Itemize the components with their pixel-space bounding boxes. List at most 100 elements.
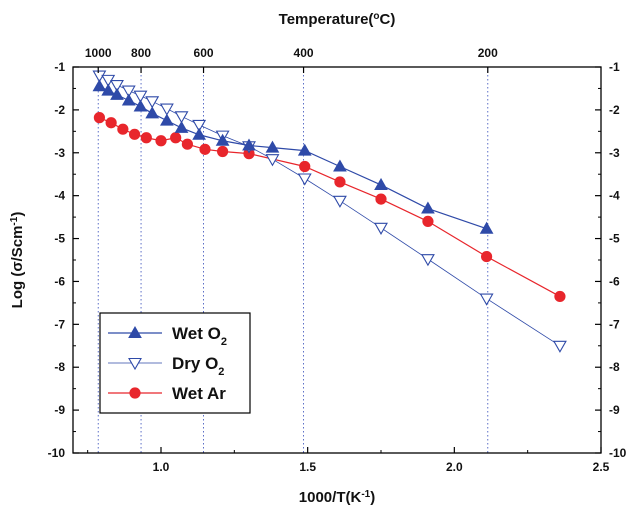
data-point xyxy=(422,215,434,227)
data-point xyxy=(215,133,230,146)
data-point xyxy=(128,357,142,371)
data-point xyxy=(552,340,567,353)
y-tick-label: -8 xyxy=(54,360,65,374)
series-1 xyxy=(92,70,567,353)
data-point xyxy=(110,79,124,93)
y-tick-label: -3 xyxy=(54,146,65,160)
data-point xyxy=(242,138,256,151)
legend-label: Dry O2 xyxy=(172,354,224,378)
y-tick-label: -4 xyxy=(54,189,65,203)
data-point xyxy=(479,293,494,306)
y-tick-label-right: -2 xyxy=(609,103,620,117)
data-point xyxy=(159,103,174,116)
data-point xyxy=(129,387,141,399)
data-point xyxy=(265,140,280,153)
data-point xyxy=(334,176,346,188)
data-point xyxy=(170,132,182,144)
y-tick-label-right: -1 xyxy=(609,60,620,74)
x-tick-label: 1.0 xyxy=(153,460,170,474)
data-point xyxy=(299,160,311,173)
y-tick-label-right: -6 xyxy=(609,274,620,288)
data-point xyxy=(181,138,193,150)
y-tick-label: -6 xyxy=(54,274,65,288)
data-point xyxy=(265,154,280,167)
x-tick-label: 1.5 xyxy=(299,460,316,474)
data-point xyxy=(421,201,435,214)
data-point xyxy=(93,112,106,124)
data-point xyxy=(160,113,174,126)
data-point xyxy=(199,143,211,155)
series-2 xyxy=(93,112,566,303)
series-0 xyxy=(92,79,494,234)
data-point xyxy=(375,193,387,205)
data-point xyxy=(481,250,493,263)
y-tick-label-right: -9 xyxy=(609,403,620,417)
data-point xyxy=(192,127,206,140)
data-point xyxy=(332,195,347,208)
y-tick-label-right: -3 xyxy=(609,146,620,160)
top-tick-label: 200 xyxy=(478,46,498,60)
top-tick-label: 1000 xyxy=(85,46,112,60)
data-point xyxy=(479,221,494,234)
series-line xyxy=(99,75,561,347)
y-axis-title: Log (σ/Scm-1) xyxy=(9,212,27,309)
data-point xyxy=(110,87,124,100)
y-tick-label-right: -4 xyxy=(609,189,620,203)
legend-label-subscript: 2 xyxy=(218,366,224,378)
x-tick-label: 2.5 xyxy=(593,460,610,474)
data-point xyxy=(374,222,388,235)
top-axis-title: Temperature(oC) xyxy=(279,11,396,29)
legend-label: Wet Ar xyxy=(172,384,226,403)
data-point xyxy=(129,128,141,140)
data-point xyxy=(133,90,148,103)
data-point xyxy=(174,111,189,124)
data-point xyxy=(140,132,152,144)
data-point xyxy=(192,119,207,133)
data-point xyxy=(174,120,189,133)
y-tick-label: -1 xyxy=(54,60,65,74)
x-axis-title: 1000/T(K-1) xyxy=(299,489,375,507)
legend-entry-1: Dry O2 xyxy=(108,354,224,378)
y-tick-label: -7 xyxy=(54,317,65,331)
y-tick-label-right: -5 xyxy=(609,232,620,246)
tick-group: -1 -1 -2 -2 -3 -3 -4 -4 -5 -5 -6 -6 -7 -7 -8 -8 -9 -9 -10 -… xyxy=(48,46,627,474)
data-point xyxy=(92,79,107,92)
legend-label-text: Wet O xyxy=(172,324,221,343)
data-point xyxy=(145,96,160,109)
top-tick-label: 400 xyxy=(294,46,314,60)
y-tick-label-right: -10 xyxy=(609,446,627,460)
legend-entry-0: Wet O2 xyxy=(108,324,227,348)
y-tick-label: -10 xyxy=(48,446,66,460)
data-point xyxy=(105,117,117,129)
top-tick-label: 800 xyxy=(131,46,151,60)
legend-label: Wet O2 xyxy=(172,324,227,348)
data-point xyxy=(217,145,229,158)
legend-label-text: Dry O xyxy=(172,354,218,373)
data-point xyxy=(121,93,136,106)
y-tick-label: -9 xyxy=(54,403,65,417)
data-point xyxy=(420,254,435,267)
y-tick-label: -2 xyxy=(54,103,65,117)
y-tick-label-right: -7 xyxy=(609,317,620,331)
y-tick-label-right: -8 xyxy=(609,360,620,374)
legend-label-text: Wet Ar xyxy=(172,384,226,403)
data-point xyxy=(133,99,148,112)
series-group xyxy=(92,70,567,353)
data-point xyxy=(297,143,312,156)
y-tick-label: -5 xyxy=(54,232,65,246)
data-point xyxy=(155,135,167,147)
data-point xyxy=(297,173,312,186)
legend-entry-2: Wet Ar xyxy=(108,384,226,403)
data-point xyxy=(374,177,388,190)
top-tick-label: 600 xyxy=(194,46,214,60)
data-point xyxy=(554,290,566,303)
data-point xyxy=(117,123,129,135)
x-tick-label: 2.0 xyxy=(446,460,463,474)
data-point xyxy=(128,325,142,338)
data-point xyxy=(145,106,160,119)
legend-label-subscript: 2 xyxy=(221,336,227,348)
data-point xyxy=(333,159,347,172)
